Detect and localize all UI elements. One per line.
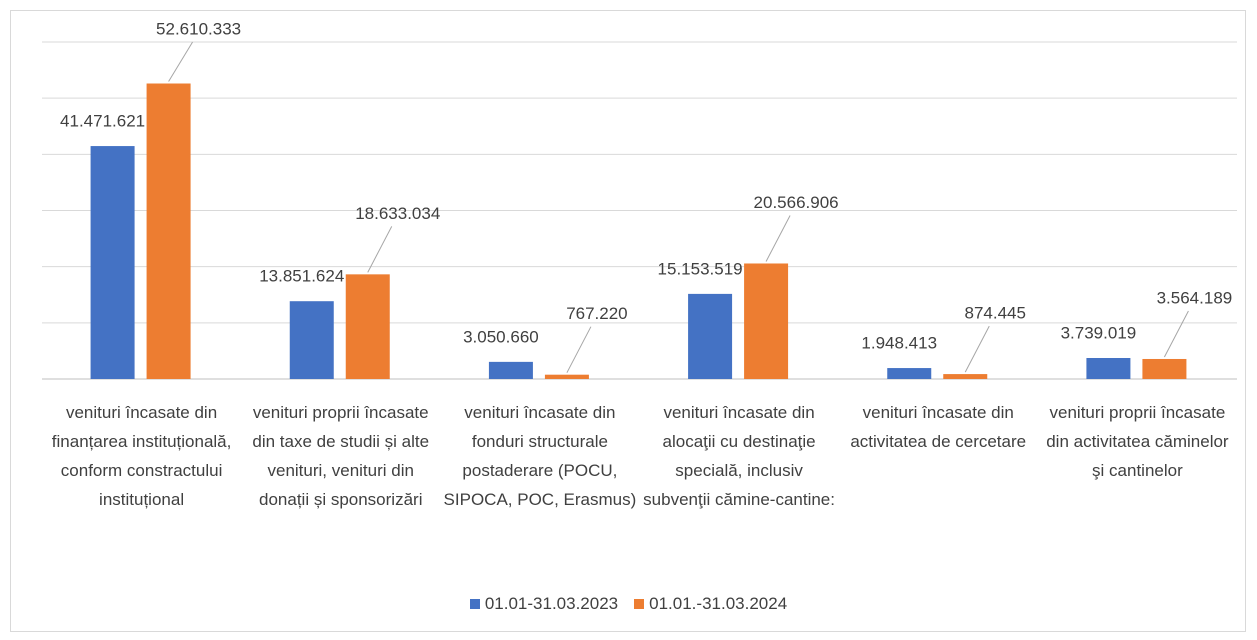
bar — [688, 293, 733, 379]
data-label: 18.633.034 — [355, 204, 440, 223]
leader-line — [367, 226, 393, 273]
data-label: 3.739.019 — [1061, 323, 1137, 342]
bar — [943, 374, 988, 379]
leader-line — [964, 325, 990, 373]
legend-label: 01.01-31.03.2023 — [484, 594, 619, 613]
chart-border — [10, 10, 1246, 632]
data-label: 1.948.413 — [861, 334, 937, 353]
leader-line — [168, 41, 194, 82]
data-label: 3.050.660 — [463, 327, 539, 346]
bar — [1142, 358, 1187, 379]
legend-item: 01.01.-31.03.2024 — [634, 594, 787, 614]
x-tick-label: venituri proprii încasate din activitate… — [1046, 403, 1229, 480]
bar — [146, 83, 191, 379]
bar — [90, 146, 135, 379]
bar — [345, 274, 390, 379]
data-label: 52.610.333 — [156, 19, 241, 38]
bar — [289, 301, 334, 379]
legend-swatch — [469, 599, 480, 609]
legend: 01.01-31.03.2023 01.01.-31.03.2024 — [0, 594, 1257, 614]
x-tick-label: venituri încasate din finanțarea institu… — [51, 403, 232, 509]
x-tick-label: venituri încasate din alocaţii cu destin… — [643, 403, 835, 509]
data-label: 13.851.624 — [259, 267, 344, 286]
data-label: 15.153.519 — [658, 259, 743, 278]
bar — [488, 361, 533, 379]
bar — [744, 263, 789, 379]
leader-line — [765, 215, 791, 262]
legend-swatch — [634, 599, 645, 609]
legend-item: 01.01-31.03.2023 — [469, 594, 619, 614]
data-label: 3.564.189 — [1157, 288, 1233, 307]
leader-line — [566, 326, 592, 373]
legend-label: 01.01.-31.03.2024 — [649, 594, 788, 613]
x-tick-label: venituri încasate din fonduri structural… — [443, 403, 637, 509]
bar — [544, 374, 589, 379]
data-label: 767.220 — [566, 304, 627, 323]
data-label: 20.566.906 — [754, 193, 839, 212]
data-label: 874.445 — [965, 304, 1026, 323]
x-tick-label: venituri proprii încasate din taxe de st… — [252, 403, 430, 509]
bar — [1086, 357, 1131, 379]
data-label: 41.471.621 — [60, 112, 145, 131]
x-tick-label: venituri încasate din activitatea de cer… — [850, 403, 1027, 451]
bar — [887, 368, 932, 379]
leader-line — [1163, 310, 1189, 358]
